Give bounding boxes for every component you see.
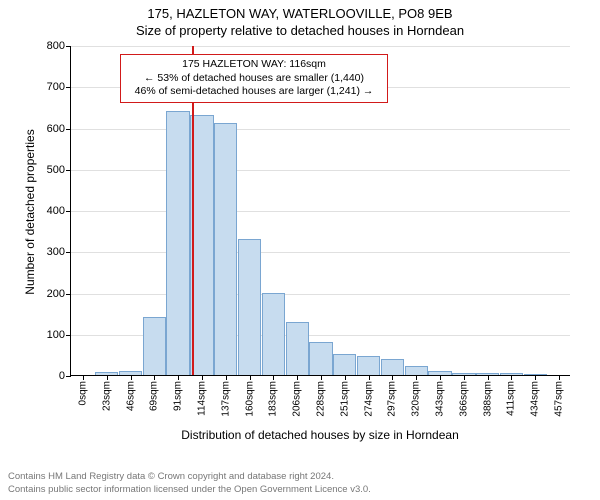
xtick-label: 137sqm — [220, 381, 231, 417]
ytick-label: 400 — [47, 205, 65, 217]
ytick-label: 300 — [47, 246, 65, 258]
xtick-label: 274sqm — [363, 381, 374, 417]
annotation-line: 46% of semi-detached houses are larger (… — [126, 85, 382, 99]
ytick-label: 0 — [59, 370, 65, 382]
xtick-mark — [535, 375, 536, 380]
xtick-mark — [107, 375, 108, 380]
xtick-label: 114sqm — [196, 381, 207, 416]
gridline — [71, 211, 570, 212]
xtick-label: 23sqm — [101, 381, 112, 411]
xtick-mark — [345, 375, 346, 380]
xtick-label: 206sqm — [292, 381, 303, 417]
ytick-mark — [66, 211, 71, 212]
xtick-label: 320sqm — [411, 381, 422, 417]
xtick-label: 343sqm — [435, 381, 446, 417]
histogram-bar — [262, 293, 285, 376]
histogram-bar — [333, 354, 356, 375]
ytick-mark — [66, 46, 71, 47]
footer-line-2: Contains public sector information licen… — [8, 484, 592, 496]
xtick-label: 46sqm — [125, 381, 136, 411]
xtick-label: 411sqm — [506, 381, 517, 416]
ytick-label: 100 — [47, 329, 65, 341]
xtick-mark — [297, 375, 298, 380]
annotation-line: 175 HAZLETON WAY: 116sqm — [126, 58, 382, 72]
xtick-mark — [464, 375, 465, 380]
chart-title-line1: 175, HAZLETON WAY, WATERLOOVILLE, PO8 9E… — [0, 0, 600, 21]
histogram-bar — [238, 239, 261, 375]
xtick-label: 434sqm — [530, 381, 541, 417]
xtick-mark — [369, 375, 370, 380]
xtick-label: 69sqm — [149, 381, 160, 411]
xtick-label: 160sqm — [244, 381, 255, 417]
gridline — [71, 46, 570, 47]
ytick-mark — [66, 335, 71, 336]
gridline — [71, 129, 570, 130]
xtick-mark — [440, 375, 441, 380]
xtick-label: 388sqm — [482, 381, 493, 417]
xtick-mark — [392, 375, 393, 380]
ytick-mark — [66, 252, 71, 253]
xtick-mark — [226, 375, 227, 380]
ytick-label: 600 — [47, 123, 65, 135]
xtick-label: 251sqm — [339, 381, 350, 417]
ytick-mark — [66, 129, 71, 130]
y-axis-label: Number of detached properties — [23, 112, 37, 312]
histogram-bar — [357, 356, 380, 375]
xtick-mark — [202, 375, 203, 380]
xtick-mark — [511, 375, 512, 380]
histogram-bar — [214, 123, 237, 375]
ytick-label: 700 — [47, 81, 65, 93]
histogram-bar — [286, 322, 309, 375]
ytick-label: 500 — [47, 164, 65, 176]
annotation-line: ← 53% of detached houses are smaller (1,… — [126, 72, 382, 86]
xtick-mark — [83, 375, 84, 380]
footer-attribution: Contains HM Land Registry data © Crown c… — [8, 471, 592, 496]
xtick-mark — [154, 375, 155, 380]
xtick-mark — [250, 375, 251, 380]
xtick-mark — [416, 375, 417, 380]
ytick-mark — [66, 87, 71, 88]
histogram-bar — [405, 366, 428, 375]
ytick-mark — [66, 170, 71, 171]
ytick-mark — [66, 294, 71, 295]
xtick-mark — [488, 375, 489, 380]
histogram-bar — [381, 359, 404, 376]
footer-line-1: Contains HM Land Registry data © Crown c… — [8, 471, 592, 483]
xtick-label: 297sqm — [387, 381, 398, 417]
ytick-mark — [66, 376, 71, 377]
xtick-label: 457sqm — [554, 381, 565, 417]
xtick-label: 366sqm — [458, 381, 469, 417]
histogram-bar — [166, 111, 189, 375]
xtick-label: 228sqm — [316, 381, 327, 417]
x-axis-label: Distribution of detached houses by size … — [70, 428, 570, 442]
xtick-label: 91sqm — [173, 381, 184, 411]
gridline — [71, 294, 570, 295]
xtick-mark — [131, 375, 132, 380]
histogram-bar — [143, 317, 166, 375]
histogram-bar — [309, 342, 332, 375]
ytick-label: 200 — [47, 288, 65, 300]
xtick-mark — [559, 375, 560, 380]
annotation-box: 175 HAZLETON WAY: 116sqm← 53% of detache… — [120, 54, 388, 103]
gridline — [71, 170, 570, 171]
xtick-label: 183sqm — [268, 381, 279, 417]
xtick-mark — [321, 375, 322, 380]
ytick-label: 800 — [47, 40, 65, 52]
gridline — [71, 252, 570, 253]
xtick-mark — [273, 375, 274, 380]
chart-title-line2: Size of property relative to detached ho… — [0, 21, 600, 38]
xtick-mark — [178, 375, 179, 380]
xtick-label: 0sqm — [77, 381, 88, 405]
